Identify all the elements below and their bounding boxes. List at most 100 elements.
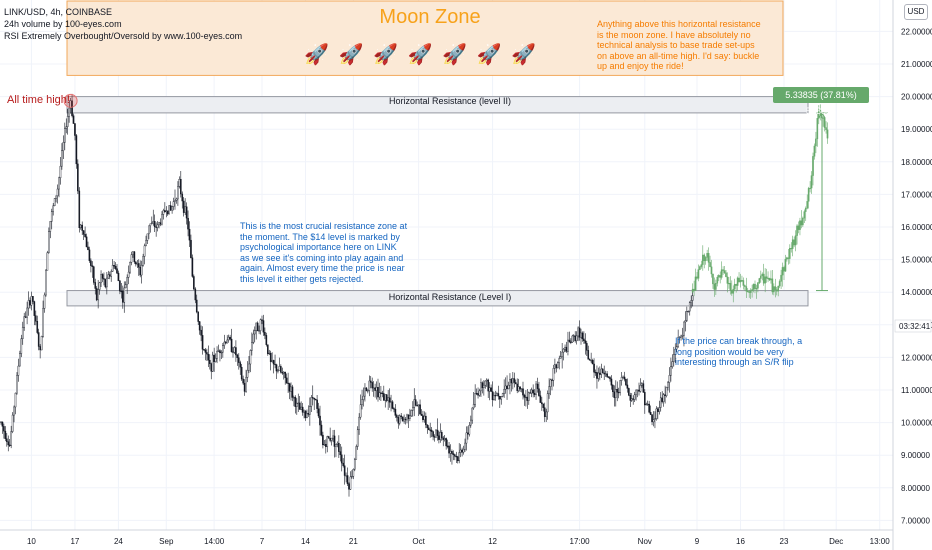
candle-body — [594, 371, 597, 374]
candle-body — [300, 406, 302, 410]
candle-body — [43, 294, 46, 309]
candle-body — [100, 274, 102, 284]
candle-body — [35, 315, 37, 322]
candle-body — [803, 211, 806, 219]
candle-body — [554, 364, 556, 369]
candle-body — [291, 386, 294, 398]
candle-body — [322, 434, 324, 446]
candle-body — [384, 394, 387, 401]
candle-body — [754, 283, 756, 289]
candle-body — [61, 150, 63, 167]
candle-body — [604, 373, 607, 375]
candle-body — [691, 295, 694, 301]
candle-body — [746, 291, 749, 293]
candle-body — [306, 413, 308, 419]
time-axis[interactable]: 10 17 24 Sep 14:00 7 14 21 Oct 12 17:00 Nov 9 16 23 Dec… — [0, 529, 893, 546]
candle-body — [197, 311, 200, 322]
candle-body — [232, 351, 234, 353]
time-tick-label: 7 — [260, 537, 265, 546]
candle-body — [583, 338, 585, 341]
candle-body — [703, 254, 706, 262]
candle-body — [480, 382, 482, 392]
candle-body — [688, 302, 691, 312]
candle-body — [541, 402, 543, 405]
crucial-zone-note: This is the most crucial resistance zone… — [240, 221, 408, 284]
candle-body — [329, 437, 331, 441]
candle-body — [655, 408, 658, 419]
candle-body — [533, 392, 536, 395]
price-tick-label: 9.00000 — [901, 451, 930, 460]
candle-body — [394, 408, 397, 416]
all-time-high-marker — [63, 93, 78, 108]
candle-body — [95, 288, 98, 301]
candle-body — [50, 211, 53, 222]
candle-body — [757, 282, 759, 289]
time-tick-label: Oct — [412, 537, 425, 546]
candle-body — [252, 333, 255, 343]
candle-body — [461, 449, 463, 453]
candle-body — [84, 234, 86, 238]
candle-body — [667, 382, 669, 388]
candle-body — [474, 393, 476, 405]
candle-body — [377, 387, 379, 398]
candle-body — [648, 403, 650, 413]
candle-body — [316, 399, 318, 409]
candle-body — [622, 376, 624, 378]
candle-body — [39, 346, 41, 351]
candle-body — [691, 288, 694, 293]
candle-body — [285, 377, 288, 384]
candle-body — [156, 224, 159, 228]
price-axis[interactable]: 7.00000 8.00000 9.00000 10.00000 11.00000 12.… — [892, 0, 932, 550]
currency-button[interactable]: USD — [904, 4, 928, 20]
candle-body — [91, 265, 94, 267]
candle-body — [45, 270, 47, 296]
candle-body — [449, 451, 452, 454]
price-tick-label: 8.00000 — [901, 484, 930, 493]
candle-body — [516, 383, 518, 391]
candle-body — [464, 442, 466, 450]
candle-body — [65, 126, 68, 129]
measure-arrowhead — [818, 111, 826, 119]
candle-body — [224, 341, 227, 344]
candle-body — [49, 221, 52, 232]
candle-body — [717, 275, 720, 278]
candle-body — [557, 362, 559, 369]
candle-body — [456, 456, 459, 462]
candle-body — [545, 411, 547, 417]
candle-body — [97, 289, 99, 301]
candle-body — [119, 280, 121, 292]
candle-body — [432, 431, 434, 437]
candle-body — [770, 278, 772, 281]
candle-body — [760, 275, 762, 279]
candle-body — [323, 444, 326, 446]
candle-body — [690, 300, 692, 303]
candle-body — [400, 415, 403, 417]
candle-body — [702, 254, 704, 265]
candle-body — [235, 347, 237, 356]
candle-body — [438, 435, 440, 440]
candle-body — [439, 432, 442, 440]
candle-body — [644, 392, 646, 406]
candle-body — [542, 403, 545, 408]
candle-body — [240, 366, 243, 380]
time-tick-label: 10 — [27, 537, 36, 546]
candle-body — [819, 109, 822, 115]
candle-body — [339, 451, 342, 456]
candle-body — [778, 281, 781, 287]
candle-body — [129, 262, 131, 273]
candle-body — [822, 117, 824, 119]
candle-body — [381, 392, 384, 395]
candle-body — [739, 280, 742, 283]
candle-body — [468, 424, 471, 435]
candle-body — [810, 175, 813, 189]
candle-body — [82, 230, 85, 235]
candle-body — [715, 282, 717, 290]
candle-body — [555, 364, 558, 369]
candle-body — [716, 276, 719, 284]
time-tick-label: 17:00 — [570, 537, 591, 546]
candle-body — [340, 454, 343, 464]
candle-body — [584, 340, 587, 344]
candle-body — [267, 344, 269, 354]
candle-body — [343, 465, 346, 476]
